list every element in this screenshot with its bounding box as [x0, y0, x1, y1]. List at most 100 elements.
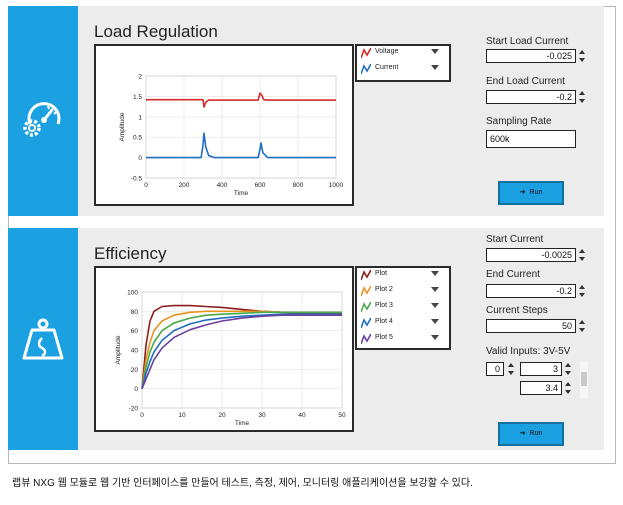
series-line-4: [141, 313, 342, 389]
arrow-right-icon: ➜: [519, 430, 526, 437]
y-tick-label: 20: [131, 367, 139, 374]
x-tick-label: 30: [258, 412, 266, 419]
line-plot-icon: [361, 333, 371, 345]
x-axis-label: Time: [235, 420, 250, 427]
line-plot-icon: [361, 269, 371, 281]
y-axis-label: Amplitude: [115, 335, 122, 364]
legend-item-plot-3[interactable]: Plot 3: [357, 300, 445, 316]
efficiency-sidebar: [8, 228, 78, 450]
y-tick-label: -0.5: [131, 176, 143, 183]
end-current-label: End Current: [486, 269, 540, 280]
dropdown-arrow-icon[interactable]: [431, 335, 439, 340]
dropdown-arrow-icon[interactable]: [431, 319, 439, 324]
dropdown-arrow-icon[interactable]: [431, 271, 439, 276]
legend-label-voltage: Voltage: [375, 48, 399, 55]
efficiency-title: Efficiency: [94, 244, 167, 263]
valid-inputs-scrollbar[interactable]: [580, 362, 588, 398]
sampling-rate-input[interactable]: 600k: [486, 130, 576, 148]
legend-item-plot-2[interactable]: Plot 2: [357, 284, 445, 300]
load-regulation-run-button[interactable]: ➜ Run: [498, 181, 564, 205]
x-tick-label: 10: [178, 412, 186, 419]
y-tick-label: 1: [138, 114, 142, 121]
scrollbar-thumb[interactable]: [581, 372, 587, 386]
y-tick-label: -20: [129, 406, 139, 413]
legend-item-plot-5[interactable]: Plot 5: [357, 332, 445, 348]
end-current-spinner[interactable]: [579, 284, 585, 298]
legend-label-plot: Plot: [375, 270, 388, 277]
start-current-label: Start Current: [486, 234, 544, 245]
dropdown-arrow-icon[interactable]: [431, 287, 439, 292]
dropdown-arrow-icon[interactable]: [431, 49, 439, 54]
start-current-input[interactable]: -0.0025: [486, 248, 576, 262]
y-axis-label: Amplitude: [119, 112, 126, 141]
current-steps-input[interactable]: 50: [486, 319, 576, 333]
y-tick-label: 0: [138, 155, 142, 162]
current-steps-label: Current Steps: [486, 305, 548, 316]
legend-label-plot-5: Plot 5: [375, 334, 393, 341]
start-load-current-label: Start Load Current: [486, 36, 569, 47]
end-load-current-spinner[interactable]: [579, 90, 585, 104]
series-line-2: [146, 132, 336, 159]
valid-input-value-0[interactable]: 3: [520, 362, 562, 376]
load-regulation-legend: Voltage Current: [355, 44, 451, 82]
load-regulation-panel: Load Regulation 2 1.5 1 0.5 0 -0.5 0 200 400 600 8…: [8, 6, 604, 216]
figure-caption: 랩뷰 NXG 웹 모듈로 웹 기반 인터페이스를 만들어 테스트, 측정, 제어…: [12, 478, 473, 489]
x-tick-label: 0: [144, 182, 148, 189]
series-line-3: [141, 311, 342, 389]
load-regulation-title: Load Regulation: [94, 22, 218, 41]
legend-item-voltage[interactable]: Voltage: [357, 46, 445, 62]
series-line-5: [141, 314, 342, 389]
efficiency-run-button[interactable]: ➜ Run: [498, 422, 564, 446]
end-load-current-input[interactable]: -0.2: [486, 90, 576, 104]
load-regulation-chart: 2 1.5 1 0.5 0 -0.5 0 200 400 600 800 1000 Time Amplit…: [94, 44, 354, 206]
line-plot-icon: [361, 63, 371, 75]
load-regulation-plot: 21.510.50-0.50 200 400 600 800 1000TimeAmplit…: [119, 74, 344, 198]
legend-label-current: Current: [375, 64, 399, 71]
x-tick-label: 20: [218, 412, 226, 419]
x-tick-label: 800: [293, 182, 304, 189]
start-load-current-spinner[interactable]: [579, 49, 585, 63]
legend-label-plot-2: Plot 2: [375, 286, 393, 293]
legend-item-current[interactable]: Current: [357, 62, 445, 78]
efficiency-legend: Plot Plot 2 Plot 3 Plot 4 Plot 5: [355, 266, 451, 350]
dropdown-arrow-icon[interactable]: [431, 65, 439, 70]
x-tick-label: 0: [140, 412, 144, 419]
y-tick-label: 40: [131, 348, 139, 355]
load-regulation-sidebar: [8, 6, 78, 216]
y-tick-label: 0.5: [133, 135, 142, 142]
valid-inputs-label: Valid Inputs: 3V-5V: [486, 346, 571, 357]
line-plot-icon: [361, 285, 371, 297]
legend-item-plot[interactable]: Plot: [357, 268, 445, 284]
legend-label-plot-4: Plot 4: [375, 318, 393, 325]
line-plot-icon: [361, 47, 371, 59]
x-tick-label: 400: [217, 182, 228, 189]
current-steps-spinner[interactable]: [579, 319, 585, 333]
x-tick-label: 40: [298, 412, 306, 419]
run-button-label: Run: [529, 430, 543, 437]
arrow-right-icon: ➜: [519, 189, 526, 196]
valid-inputs-index[interactable]: 0: [486, 362, 504, 376]
start-load-current-input[interactable]: -0.025: [486, 49, 576, 63]
y-tick-label: 2: [138, 74, 142, 81]
efficiency-panel: Efficiency 100 80 60 40 20 0 -20 0 10 20 30 40 50 Tim…: [8, 228, 604, 450]
y-tick-label: 1.5: [133, 94, 142, 101]
weight-icon: [22, 318, 64, 360]
valid-input-value-0-spinner[interactable]: [565, 362, 571, 376]
x-tick-label: 200: [179, 182, 190, 189]
valid-input-value-1-spinner[interactable]: [565, 381, 571, 395]
line-plot-icon: [361, 317, 371, 329]
legend-item-plot-4[interactable]: Plot 4: [357, 316, 445, 332]
end-current-input[interactable]: -0.2: [486, 284, 576, 298]
valid-input-value-1[interactable]: 3.4: [520, 381, 562, 395]
line-plot-icon: [361, 301, 371, 313]
y-tick-label: 100: [127, 290, 138, 297]
start-current-spinner[interactable]: [579, 248, 585, 262]
valid-inputs-index-spinner[interactable]: [508, 362, 514, 376]
dropdown-arrow-icon[interactable]: [431, 303, 439, 308]
speedometer-gear-icon: [23, 102, 61, 137]
legend-label-plot-3: Plot 3: [375, 302, 393, 309]
sampling-rate-label: Sampling Rate: [486, 116, 552, 127]
x-tick-label: 600: [255, 182, 266, 189]
end-load-current-label: End Load Current: [486, 76, 565, 87]
